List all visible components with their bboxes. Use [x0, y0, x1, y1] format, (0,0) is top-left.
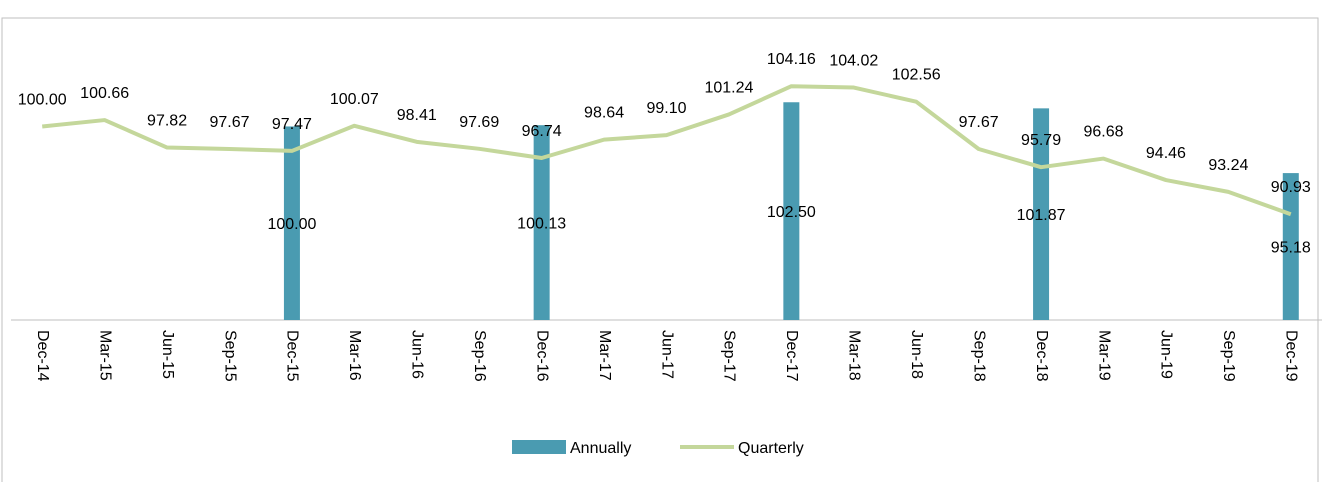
line-value-label: 97.47 [272, 116, 312, 133]
x-tick-label: Mar-16 [346, 330, 363, 381]
x-tick-label: Jun-18 [908, 330, 925, 379]
legend-label: Quarterly [738, 440, 804, 457]
bar [783, 102, 800, 321]
bar-value-label: 100.00 [267, 216, 316, 233]
bar [283, 126, 300, 320]
x-tick-label: Sep-16 [471, 330, 488, 382]
bar-value-label: 102.50 [767, 204, 816, 221]
line-value-label: 95.79 [1021, 132, 1061, 149]
bar [1282, 173, 1299, 320]
line-value-label: 97.82 [147, 113, 187, 130]
x-tick-label: Dec-18 [1033, 330, 1050, 382]
chart-frame [1, 17, 1319, 482]
x-tick-label: Sep-18 [970, 330, 987, 382]
line-value-label: 104.02 [829, 53, 878, 70]
x-tick-label: Mar-18 [846, 330, 863, 381]
line-value-label: 100.07 [330, 91, 379, 108]
x-tick-label: Jun-15 [159, 330, 176, 379]
line-value-label: 96.74 [522, 123, 562, 140]
bar-value-label: 95.18 [1271, 240, 1311, 257]
legend-label: Annually [570, 440, 631, 457]
line-value-label: 93.24 [1208, 157, 1248, 174]
line [42, 84, 1292, 217]
line-value-label: 97.67 [209, 114, 249, 131]
x-tick-label: Sep-19 [1220, 330, 1237, 382]
x-tick-label: Dec-19 [1283, 330, 1300, 382]
line-value-label: 100.66 [80, 85, 129, 102]
x-tick-label: Sep-15 [221, 330, 238, 382]
line-value-label: 102.56 [892, 67, 941, 84]
x-tick-label: Mar-15 [96, 330, 113, 381]
x-tick-label: Jun-17 [658, 330, 675, 379]
line-value-label: 104.16 [767, 51, 816, 68]
line-value-label: 90.93 [1271, 179, 1311, 196]
x-tick-label: Mar-17 [596, 330, 613, 381]
x-tick-label: Dec-17 [783, 330, 800, 382]
bar-value-label: 100.13 [517, 216, 566, 233]
line-value-label: 97.67 [959, 114, 999, 131]
x-tick-label: Dec-14 [34, 330, 51, 382]
x-tick-label: Jun-16 [409, 330, 426, 379]
x-tick-label: Sep-17 [721, 330, 738, 382]
line-value-label: 97.69 [459, 114, 499, 131]
line-value-label: 101.24 [704, 79, 753, 96]
x-tick-label: Mar-19 [1095, 330, 1112, 381]
line-value-label: 94.46 [1146, 145, 1186, 162]
line-value-label: 98.41 [397, 107, 437, 124]
x-tick-label: Jun-19 [1158, 330, 1175, 379]
x-tick-label: Dec-15 [284, 330, 301, 382]
line-value-label: 96.68 [1083, 124, 1123, 141]
line-value-label: 100.00 [18, 91, 67, 108]
bar [533, 125, 550, 321]
line-value-label: 98.64 [584, 105, 624, 122]
bar [1033, 108, 1050, 321]
legend-swatch [512, 440, 566, 454]
x-tick-label: Dec-16 [533, 330, 550, 382]
bar-value-label: 101.87 [1017, 207, 1066, 224]
line-value-label: 99.10 [646, 100, 686, 117]
